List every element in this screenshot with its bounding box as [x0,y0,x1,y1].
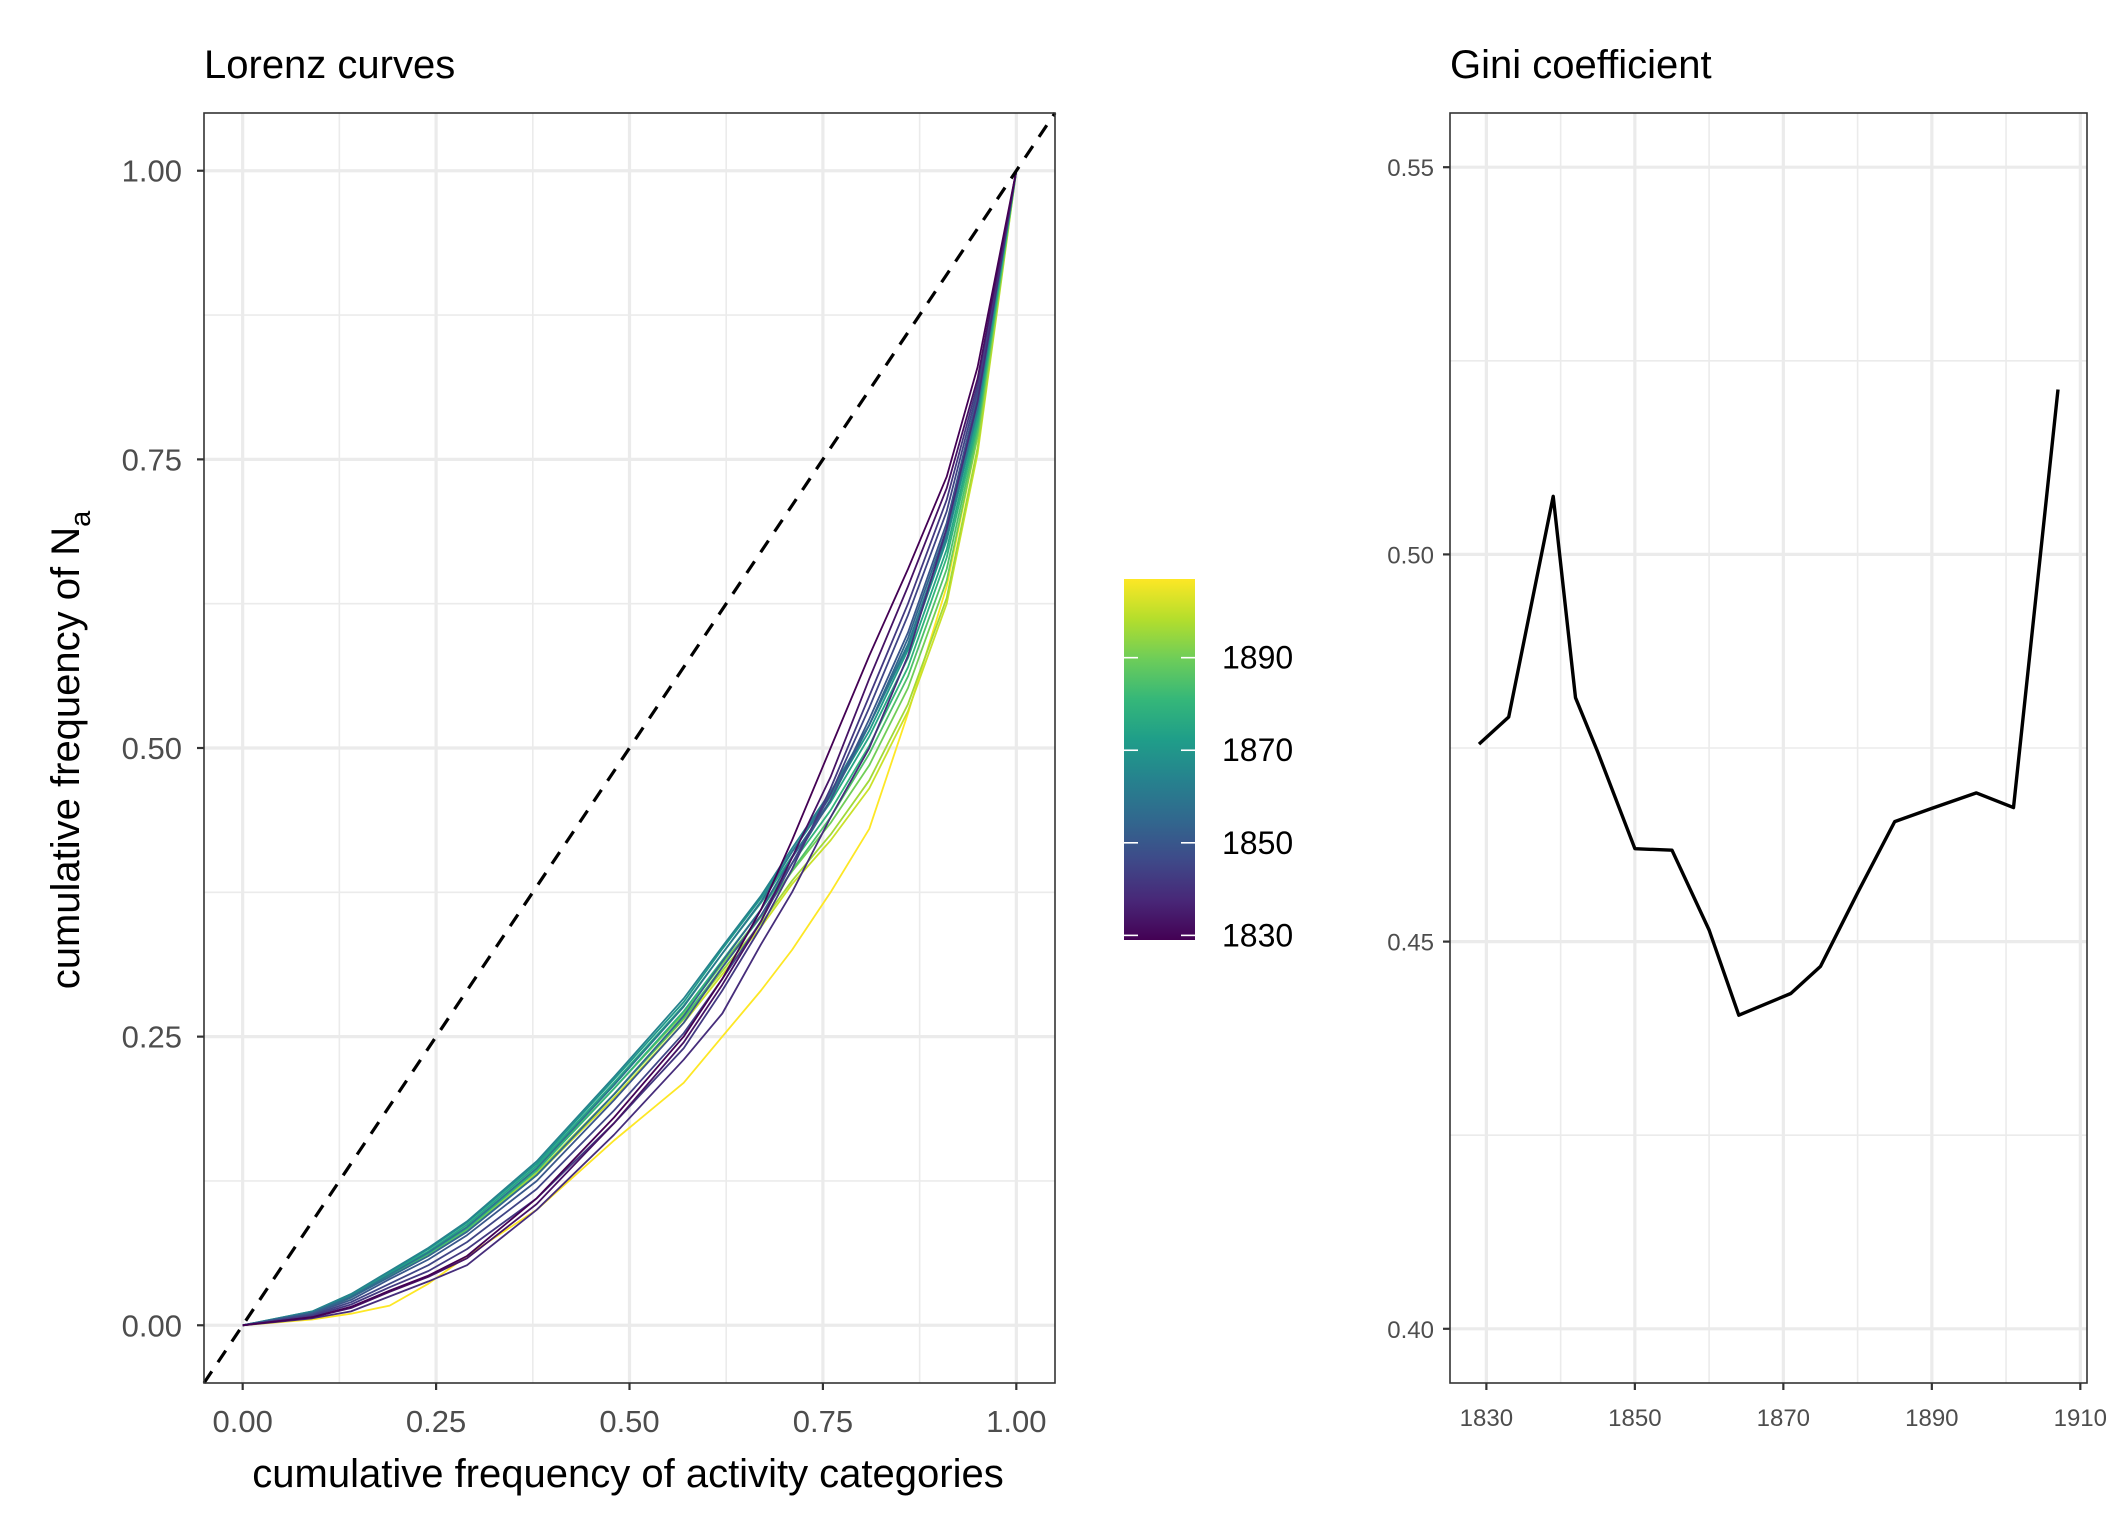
lorenz-y-axis-title-subscript: a [65,510,97,527]
lorenz-y-axis-title: cumulative frequency of Na [44,510,97,989]
gini-line [1477,389,2060,1017]
gini-x-tick-label: 1890 [1905,1405,1958,1432]
lorenz-y-tick-label: 0.75 [122,442,182,477]
gini-x-tick-label: 1870 [1757,1405,1810,1432]
lorenz-axes: 0.00 0.25 0.50 0.75 1.00 0.00 0.25 0.50 0.75 1.00 [122,154,1047,1439]
gini-x-tick-label: 1910 [2054,1405,2107,1432]
gini-panel: 1830 1850 1870 1890 1910 0.40 0.45 0.50 0.55 Gin… [1387,43,2107,1432]
gini-y-tick-label: 0.40 [1387,1317,1434,1344]
legend-colorbar [1124,579,1195,940]
gini-axes: 1830 1850 1870 1890 1910 0.40 0.45 0.50 0.55 [1387,155,2107,1432]
lorenz-gridlines [204,113,1055,1383]
lorenz-y-axis-title-main: cumulative frequency of N [44,527,88,989]
gini-x-tick-label: 1830 [1460,1405,1513,1432]
gini-x-tick-label: 1850 [1608,1405,1661,1432]
gini-y-tick-label: 0.55 [1387,155,1434,182]
lorenz-curve-1833 [242,170,1018,1327]
lorenz-y-tick-label: 1.00 [122,154,182,189]
lorenz-x-tick-label: 0.25 [406,1404,466,1439]
gini-gridlines [1450,113,2087,1383]
lorenz-x-tick-label: 0.75 [793,1404,853,1439]
lorenz-x-axis-title: cumulative frequency of activity categor… [252,1452,1003,1496]
lorenz-title: Lorenz curves [204,43,455,87]
gini-panel-border [1449,112,2088,1384]
legend-label: 1870 [1222,732,1293,768]
lorenz-curve-1860 [242,170,1018,1327]
legend-label: 1850 [1222,825,1293,861]
legend-ticks: 1830 1850 1870 1890 [1124,640,1293,953]
gini-y-tick-label: 0.50 [1387,542,1434,569]
equality-reference-line [202,112,1057,1384]
lorenz-curve-1855 [242,170,1018,1327]
gini-y-tick-label: 0.45 [1387,930,1434,957]
lorenz-x-tick-label: 0.00 [213,1404,273,1439]
year-color-legend: 1830 1850 1870 1890 [1124,579,1293,953]
lorenz-curves [242,170,1018,1327]
lorenz-curve-1845 [242,170,1018,1327]
lorenz-x-tick-label: 1.00 [986,1404,1046,1439]
lorenz-y-tick-label: 0.50 [122,731,182,766]
lorenz-panel: 0.00 0.25 0.50 0.75 1.00 0.00 0.25 0.50 0.75 1.00… [44,43,1057,1496]
lorenz-y-tick-label: 0.25 [122,1020,182,1055]
lorenz-y-tick-label: 0.00 [122,1308,182,1343]
lorenz-curve-1829 [242,170,1018,1327]
legend-label: 1830 [1222,917,1293,953]
lorenz-curve-1842 [242,170,1018,1327]
lorenz-curve-1850 [242,170,1018,1327]
legend-label: 1890 [1222,640,1293,676]
lorenz-curve-1839 [242,170,1018,1327]
gini-title: Gini coefficient [1450,43,1712,87]
lorenz-x-tick-label: 0.50 [599,1404,659,1439]
